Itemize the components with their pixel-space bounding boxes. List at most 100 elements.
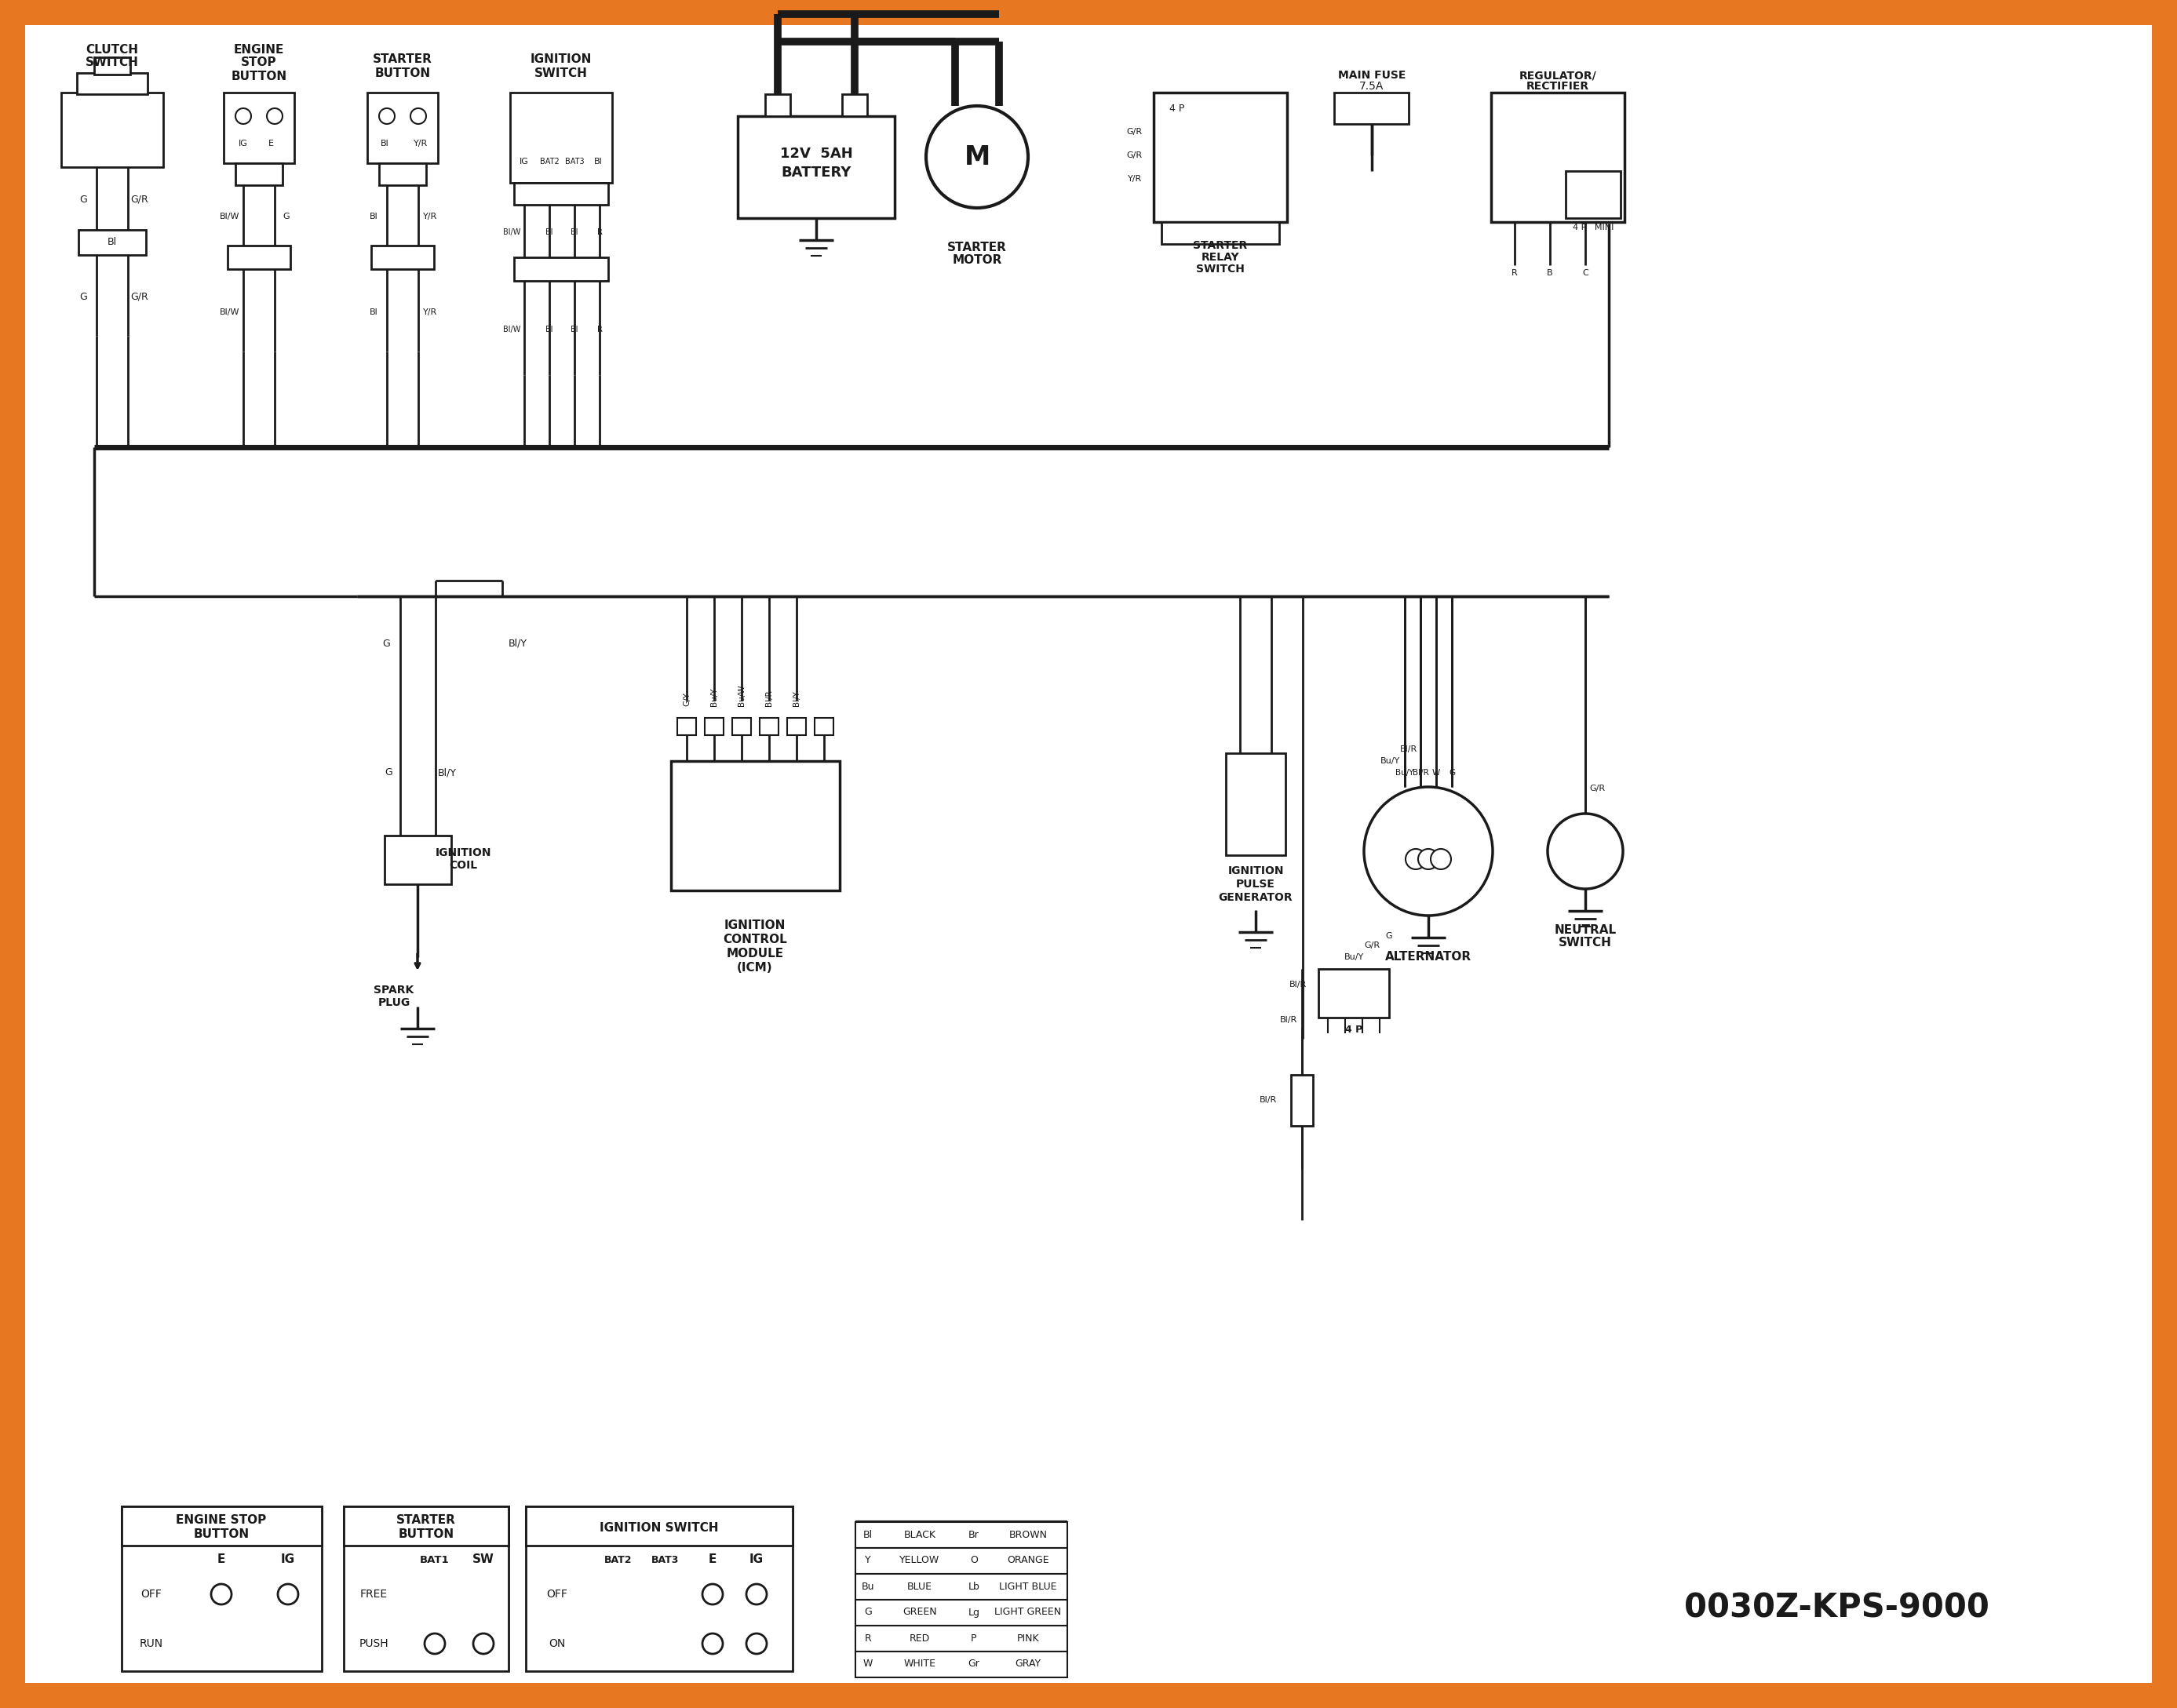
Text: R: R [596, 326, 603, 333]
Text: IG: IG [281, 1554, 296, 1566]
Text: Bl/R: Bl/R [1258, 1097, 1278, 1103]
Text: BUTTON: BUTTON [374, 67, 431, 79]
Text: ORANGE: ORANGE [1008, 1556, 1049, 1566]
Text: Bl: Bl [864, 1529, 873, 1539]
Bar [94, 58, 131, 75]
Text: E: E [708, 1554, 716, 1566]
Bar [229, 246, 290, 270]
Text: R: R [864, 1633, 871, 1643]
Text: G: G [1448, 769, 1454, 777]
Text: SWITCH: SWITCH [536, 67, 588, 79]
Bar [856, 1547, 1067, 1573]
Bar [856, 1573, 1067, 1600]
Text: STARTER: STARTER [372, 53, 433, 65]
Text: BAT1: BAT1 [420, 1554, 448, 1565]
Text: RUN: RUN [139, 1638, 163, 1650]
Text: G/R: G/R [131, 195, 148, 205]
Bar [122, 1506, 322, 1546]
Text: PLUG: PLUG [379, 997, 409, 1008]
Text: G/R: G/R [1589, 784, 1604, 793]
Text: G: G [383, 639, 390, 649]
Bar [379, 164, 427, 184]
Text: IGNITION: IGNITION [1228, 866, 1284, 876]
Text: Bl: Bl [370, 309, 379, 316]
Text: Lg: Lg [969, 1607, 980, 1617]
Text: MOTOR: MOTOR [951, 254, 1001, 266]
Text: Y/R: Y/R [1128, 174, 1143, 183]
Bar [671, 762, 840, 890]
Text: O: O [971, 1556, 977, 1566]
Text: G: G [864, 1607, 871, 1617]
Text: Bl: Bl [107, 237, 118, 248]
Circle shape [425, 1633, 444, 1653]
Text: Bl: Bl [381, 140, 390, 147]
Text: Bl/Y: Bl/Y [509, 639, 527, 649]
Text: Bl/R: Bl/R [1280, 1016, 1297, 1023]
Text: BLUE: BLUE [908, 1582, 932, 1592]
Text: P: P [971, 1633, 977, 1643]
Text: 0030Z-KPS-9000: 0030Z-KPS-9000 [1683, 1592, 1990, 1624]
Text: 7.5A: 7.5A [1358, 80, 1385, 92]
Text: Bl/R: Bl/R [764, 690, 773, 705]
Text: Gr: Gr [969, 1658, 980, 1669]
Text: (ICM): (ICM) [738, 962, 773, 974]
Bar [1491, 92, 1624, 222]
Text: BAT3: BAT3 [651, 1554, 679, 1565]
Text: G/R: G/R [1126, 152, 1143, 159]
Text: M: M [964, 143, 991, 169]
Text: GENERATOR: GENERATOR [1219, 892, 1293, 904]
Text: PULSE: PULSE [1237, 878, 1276, 890]
Bar [677, 717, 697, 734]
Text: BUTTON: BUTTON [231, 70, 287, 82]
Text: G/R: G/R [1365, 941, 1380, 950]
Circle shape [411, 108, 427, 125]
Text: YELLOW: YELLOW [899, 1556, 940, 1566]
Text: FREE: FREE [359, 1588, 388, 1600]
Text: Bl/R: Bl/R [1400, 745, 1417, 753]
Text: CONTROL: CONTROL [723, 934, 788, 946]
Text: G/R: G/R [131, 292, 148, 302]
Text: G/Y: G/Y [684, 692, 690, 705]
Text: G: G [78, 292, 87, 302]
Bar [1335, 92, 1409, 125]
Text: Lb: Lb [969, 1582, 980, 1592]
Text: G: G [385, 767, 392, 777]
Text: B: B [1548, 270, 1552, 277]
Text: GRAY: GRAY [1014, 1658, 1041, 1669]
Bar [856, 1652, 1067, 1677]
Text: Bl: Bl [570, 229, 579, 236]
Bar [764, 94, 790, 116]
Bar [235, 164, 283, 184]
Text: RELAY: RELAY [1202, 251, 1239, 263]
Text: G: G [78, 195, 87, 205]
Text: Bl: Bl [570, 326, 579, 333]
Text: 4 P: 4 P [1345, 1025, 1363, 1035]
Text: GREEN: GREEN [903, 1607, 936, 1617]
Text: Bl: Bl [594, 157, 603, 166]
Text: OFF: OFF [546, 1588, 568, 1600]
Text: Y: Y [864, 1556, 871, 1566]
Bar [509, 92, 612, 183]
Text: G: G [283, 212, 290, 220]
Bar [738, 116, 895, 219]
Text: SWITCH: SWITCH [1559, 938, 1611, 950]
Bar [1291, 1074, 1313, 1126]
Bar [856, 1626, 1067, 1652]
Circle shape [1417, 849, 1439, 869]
Text: IGNITION: IGNITION [725, 921, 786, 931]
Text: LIGHT BLUE: LIGHT BLUE [999, 1582, 1056, 1592]
Text: IGNITION: IGNITION [531, 53, 592, 65]
Circle shape [472, 1633, 494, 1653]
Text: Bl: Bl [370, 212, 379, 220]
Text: Bl/W: Bl/W [503, 326, 520, 333]
Text: G/R: G/R [1126, 128, 1143, 135]
Circle shape [268, 108, 283, 125]
Circle shape [747, 1583, 766, 1604]
Circle shape [1365, 787, 1493, 915]
Bar [1163, 222, 1280, 244]
Circle shape [925, 106, 1028, 208]
Text: PUSH: PUSH [359, 1638, 388, 1650]
Text: SW: SW [472, 1554, 494, 1566]
Text: RED: RED [910, 1633, 930, 1643]
Text: W: W [862, 1658, 873, 1669]
